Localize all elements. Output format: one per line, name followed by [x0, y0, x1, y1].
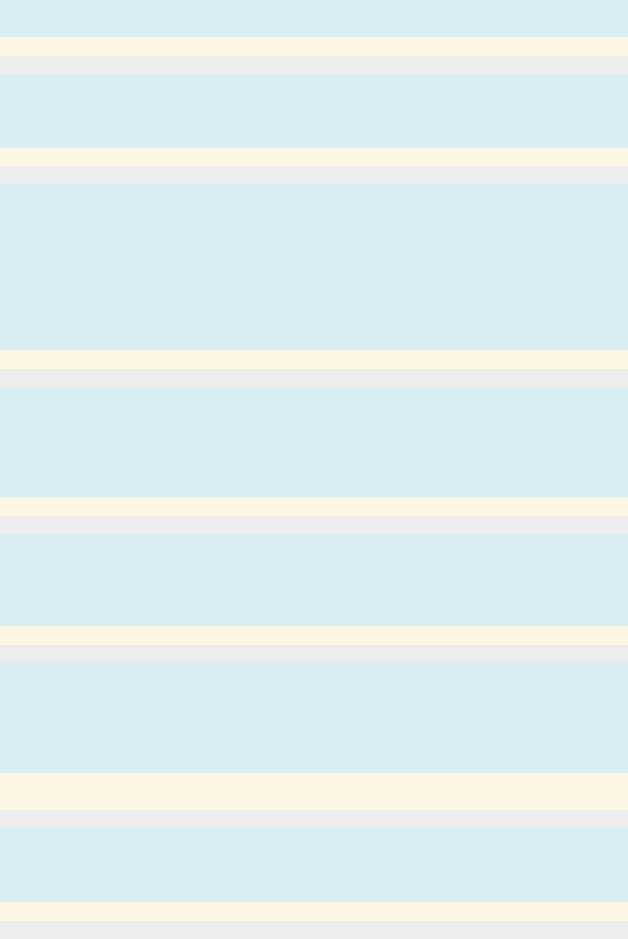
separator	[0, 166, 628, 184]
footer-strip	[0, 626, 628, 645]
content-panel	[0, 828, 628, 902]
separator	[0, 645, 628, 663]
footer-strip	[0, 902, 628, 921]
content-panel	[0, 387, 628, 497]
separator	[0, 921, 628, 939]
separator	[0, 516, 628, 534]
footer-strip	[0, 350, 628, 369]
content-panel	[0, 0, 628, 37]
content-panel	[0, 663, 628, 773]
footer-strip	[0, 497, 628, 516]
content-panel	[0, 184, 628, 350]
separator	[0, 810, 628, 828]
footer-strip	[0, 773, 628, 810]
content-panel	[0, 534, 628, 626]
footer-strip	[0, 37, 628, 56]
separator	[0, 369, 628, 387]
content-panel	[0, 74, 628, 148]
separator	[0, 56, 628, 74]
footer-strip	[0, 148, 628, 166]
